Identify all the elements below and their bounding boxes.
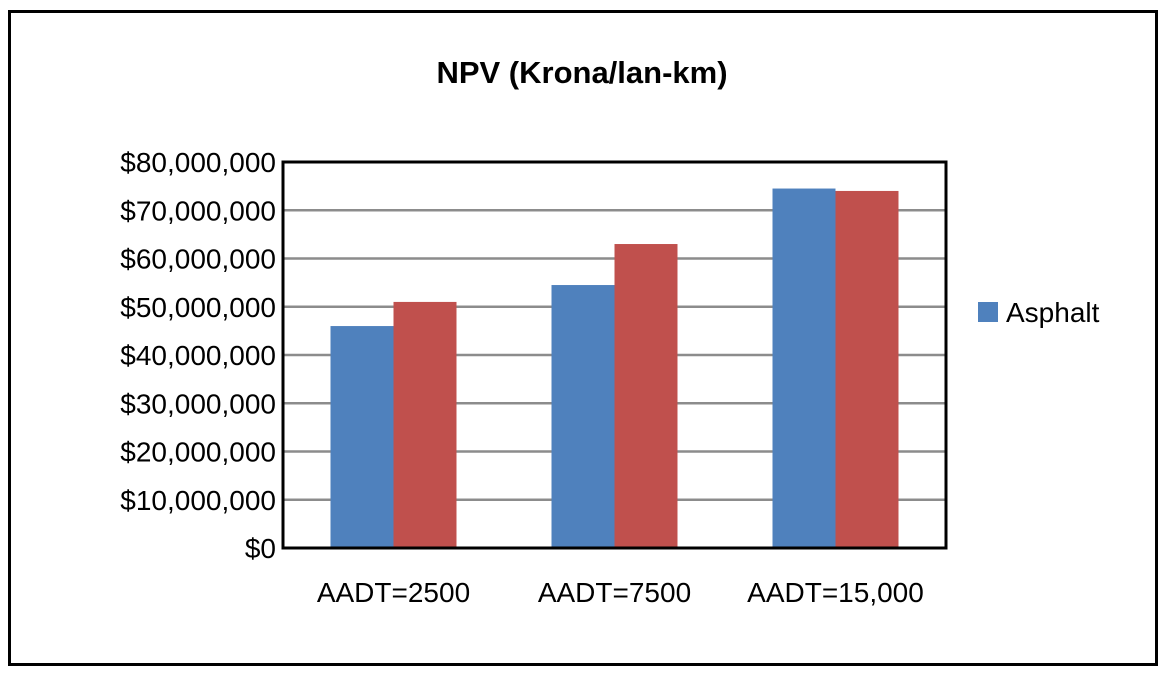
bar-series-1-cat-0 [393, 301, 457, 548]
bar-series-0-cat-1 [551, 285, 615, 548]
legend: Asphalt [978, 297, 1100, 328]
y-tick-label: $80,000,000 [120, 147, 276, 178]
x-tick-label: AADT=15,000 [747, 577, 924, 608]
bar-series-0-cat-2 [772, 188, 836, 548]
x-tick-label: AADT=2500 [317, 577, 470, 608]
chart-title: NPV (Krona/lan-km) [436, 55, 727, 90]
y-tick-label: $10,000,000 [120, 485, 276, 516]
bars [330, 188, 899, 548]
y-axis-tick-labels: $0 $10,000,000 $20,000,000 $30,000,000 $40,0… [120, 147, 276, 564]
bar-series-1-cat-1 [614, 244, 678, 548]
x-axis-tick-labels: AADT=2500 AADT=7500 AADT=15,000 [317, 577, 924, 608]
legend-label: Asphalt [1006, 297, 1100, 328]
legend-swatch [978, 302, 998, 322]
plot-area-border [281, 160, 948, 550]
y-tick-label: $0 [245, 533, 276, 564]
y-tick-label: $50,000,000 [120, 292, 276, 323]
y-tick-label: $30,000,000 [120, 388, 276, 419]
y-tick-label: $60,000,000 [120, 244, 276, 275]
bar-series-1-cat-2 [835, 190, 899, 548]
x-tick-label: AADT=7500 [538, 577, 691, 608]
bar-series-0-cat-0 [330, 326, 394, 548]
y-tick-label: $20,000,000 [120, 437, 276, 468]
y-tick-label: $70,000,000 [120, 195, 276, 226]
y-tick-label: $40,000,000 [120, 340, 276, 371]
